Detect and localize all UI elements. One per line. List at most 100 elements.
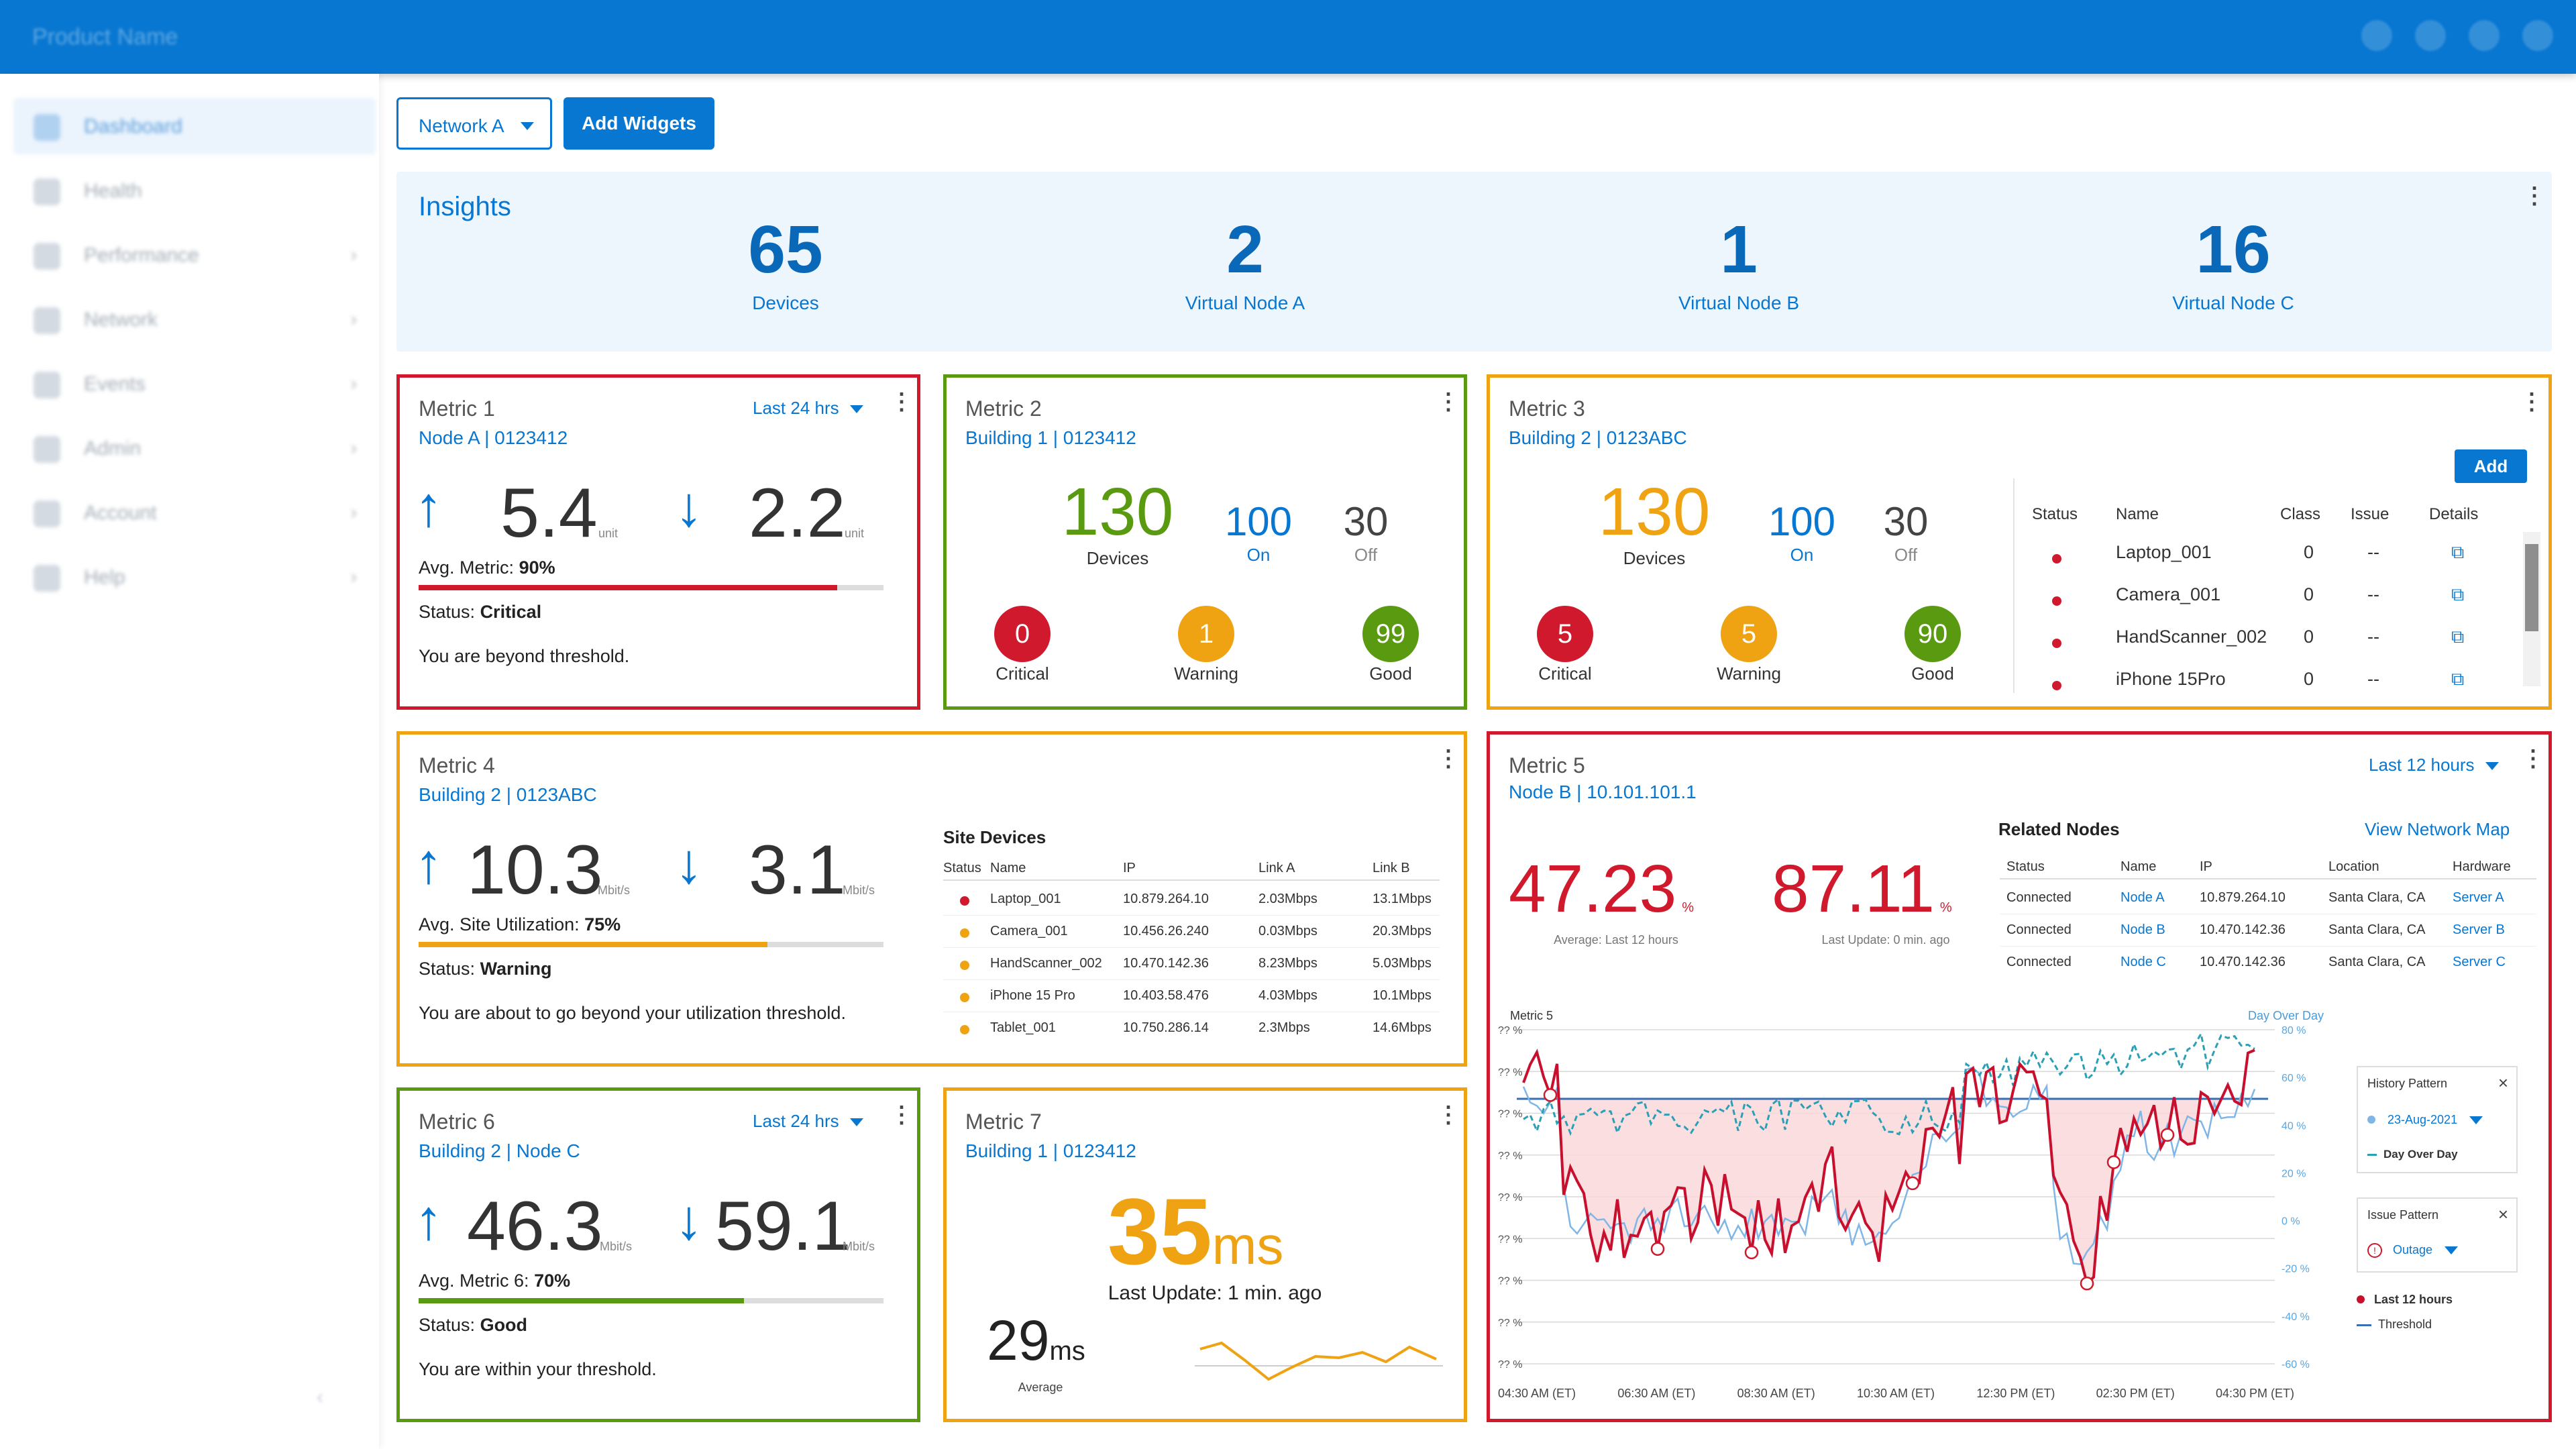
add-button[interactable]: Add [2455, 449, 2527, 483]
details-icon[interactable]: ⧉ [2451, 627, 2465, 647]
link-b: 10.1Mbps [1373, 988, 1432, 1003]
settings-icon[interactable] [2469, 20, 2500, 51]
sidebar-item-label: Health [84, 180, 142, 202]
account-icon[interactable] [2522, 20, 2553, 51]
notifications-icon[interactable] [2415, 20, 2446, 51]
table-row[interactable]: Tablet_001 10.750.286.14 2.3Mbps 14.6Mbp… [943, 1020, 1440, 1044]
node-link[interactable]: Node B [2121, 922, 2165, 937]
view-network-map-link[interactable]: View Network Map [2365, 819, 2510, 839]
sidebar-item-dashboard[interactable]: Dashboard [13, 98, 376, 154]
column-header: Status [2032, 505, 2078, 523]
progress-bar [419, 1298, 883, 1303]
sidebar-item-performance[interactable]: Performance › [13, 227, 376, 283]
table-row[interactable]: Connected Node C 10.470.142.36 Santa Cla… [2000, 955, 2536, 979]
off-value: 30 [1883, 499, 1929, 544]
chevron-down-icon [2445, 1246, 2459, 1255]
metric-5-trend-chart[interactable]: Metric 5 Day Over Day ?? % ?? % ?? % ?? %??… [1497, 1003, 2335, 1419]
node-link[interactable]: Node A [2121, 890, 2165, 905]
table-row[interactable]: iPhone 15 Pro 10.403.58.476 4.03Mbps 10.… [943, 988, 1440, 1012]
outage-marker-icon[interactable] [2080, 1276, 2094, 1291]
sidebar-item-health[interactable]: Health [13, 162, 376, 219]
search-icon[interactable] [2361, 20, 2392, 51]
add-widgets-button[interactable]: Add Widgets [564, 97, 714, 150]
card-subtitle[interactable]: Building 2 | Node C [419, 1140, 580, 1161]
collapse-sidebar-icon[interactable]: ‹ [317, 1386, 323, 1408]
time-range-dropdown[interactable]: Last 12 hours [2369, 755, 2499, 775]
table-row[interactable]: Camera_001 10.456.26.240 0.03Mbps 20.3Mb… [943, 924, 1440, 948]
sidebar-item-help[interactable]: Help › [13, 549, 376, 605]
outage-marker-icon[interactable] [2160, 1128, 2175, 1142]
metric-1-card: Metric 1 Node A | 0123412 Last 24 hrs ↑ … [396, 374, 920, 710]
table-row[interactable]: Connected Node A 10.879.264.10 Santa Cla… [2000, 890, 2536, 914]
outage-marker-icon[interactable] [1543, 1088, 1558, 1102]
metric-4-card: Metric 4 Building 2 | 0123ABC ↑ 10.3 Mbi… [396, 731, 1467, 1067]
time-range-dropdown[interactable]: Last 24 hrs [753, 1111, 863, 1132]
day-over-day-option[interactable]: Day Over Day [2367, 1148, 2458, 1161]
avg-label: Avg. Site Utilization: [419, 914, 580, 934]
time-range-dropdown[interactable]: Last 24 hrs [753, 398, 863, 419]
metric-3-card: Metric 3 Building 2 | 0123ABC 130 Device… [1487, 374, 2552, 710]
card-subtitle[interactable]: Node A | 0123412 [419, 427, 568, 448]
more-options-icon[interactable] [890, 1110, 904, 1120]
column-header: Issue [2351, 505, 2390, 523]
card-subtitle[interactable]: Building 2 | 0123ABC [1509, 427, 1687, 448]
details-icon[interactable]: ⧉ [2451, 669, 2465, 689]
link-a: 2.03Mbps [1258, 892, 1318, 906]
scrollbar-thumb[interactable] [2525, 544, 2538, 631]
metric-up-value: 46.3 [467, 1187, 603, 1265]
more-options-icon[interactable] [1437, 396, 1450, 407]
table-row[interactable]: HandScanner_002 10.470.142.36 8.23Mbps 5… [943, 956, 1440, 980]
status-critical-dot [960, 896, 969, 906]
device-issue: -- [2367, 542, 2379, 562]
details-icon[interactable]: ⧉ [2451, 584, 2465, 604]
history-date-select[interactable]: 23-Aug-2021 [2367, 1113, 2483, 1127]
close-icon[interactable]: × [2498, 1204, 2508, 1224]
card-subtitle[interactable]: Node B | 10.101.101.1 [1509, 782, 1697, 802]
card-subtitle[interactable]: Building 2 | 0123ABC [419, 784, 597, 805]
network-select[interactable]: Network A [396, 97, 552, 150]
sidebar-item-network[interactable]: Network › [13, 291, 376, 347]
more-options-icon[interactable] [2523, 191, 2536, 201]
device-name: HandScanner_002 [990, 956, 1102, 971]
hardware-link[interactable]: Server A [2453, 890, 2504, 905]
device-table: Status Name Class Issue Details Laptop_0… [2032, 505, 2542, 693]
status-critical-dot [2052, 554, 2061, 564]
hardware-link[interactable]: Server C [2453, 955, 2506, 969]
more-options-icon[interactable] [2520, 396, 2534, 407]
outage-marker-icon[interactable] [1650, 1242, 1665, 1256]
right-tick-label: 80 % [2282, 1025, 2306, 1036]
scrollbar[interactable] [2523, 532, 2540, 686]
legend-label: Last 12 hours [2374, 1293, 2453, 1306]
last-update: Last Update: 1 min. ago [1108, 1282, 1322, 1304]
sidebar-item-admin[interactable]: Admin › [13, 420, 376, 476]
x-tick-label: 12:30 PM (ET) [1976, 1387, 2055, 1400]
node-link[interactable]: Node C [2121, 955, 2166, 969]
more-options-icon[interactable] [2522, 753, 2535, 764]
column-header: Location [2328, 859, 2379, 874]
outage-marker-icon[interactable] [1905, 1176, 1920, 1191]
hardware-link[interactable]: Server B [2453, 922, 2505, 937]
table-header: Status Name IP Link A Link B [943, 861, 1440, 881]
outage-label: Outage [2393, 1243, 2433, 1256]
outage-marker-icon[interactable] [2106, 1155, 2121, 1169]
close-icon[interactable]: × [2498, 1073, 2508, 1093]
details-icon[interactable]: ⧉ [2451, 542, 2465, 562]
table-header: Status Name IP Location Hardware [2000, 859, 2536, 879]
latency-number: 35 [1108, 1179, 1212, 1284]
sidebar-item-events[interactable]: Events › [13, 356, 376, 412]
more-options-icon[interactable] [1437, 1110, 1450, 1120]
device-ip: 10.750.286.14 [1123, 1020, 1209, 1035]
more-options-icon[interactable] [890, 396, 904, 407]
sidebar-item-label: Help [84, 566, 125, 588]
outage-select[interactable]: ! Outage [2367, 1243, 2459, 1258]
metric-7-card: Metric 7 Building 1 | 0123412 35ms Last … [943, 1087, 1467, 1422]
card-subtitle[interactable]: Building 1 | 0123412 [965, 427, 1136, 448]
more-options-icon[interactable] [1437, 753, 1450, 764]
unit-label: Mbit/s [600, 1240, 633, 1253]
outage-marker-icon[interactable] [1744, 1245, 1759, 1260]
table-row[interactable]: Connected Node B 10.470.142.36 Santa Cla… [2000, 922, 2536, 947]
last-12-hours-line [1522, 1049, 2255, 1286]
card-subtitle[interactable]: Building 1 | 0123412 [965, 1140, 1136, 1161]
table-row[interactable]: Laptop_001 10.879.264.10 2.03Mbps 13.1Mb… [943, 892, 1440, 916]
sidebar-item-account[interactable]: Account › [13, 484, 376, 541]
